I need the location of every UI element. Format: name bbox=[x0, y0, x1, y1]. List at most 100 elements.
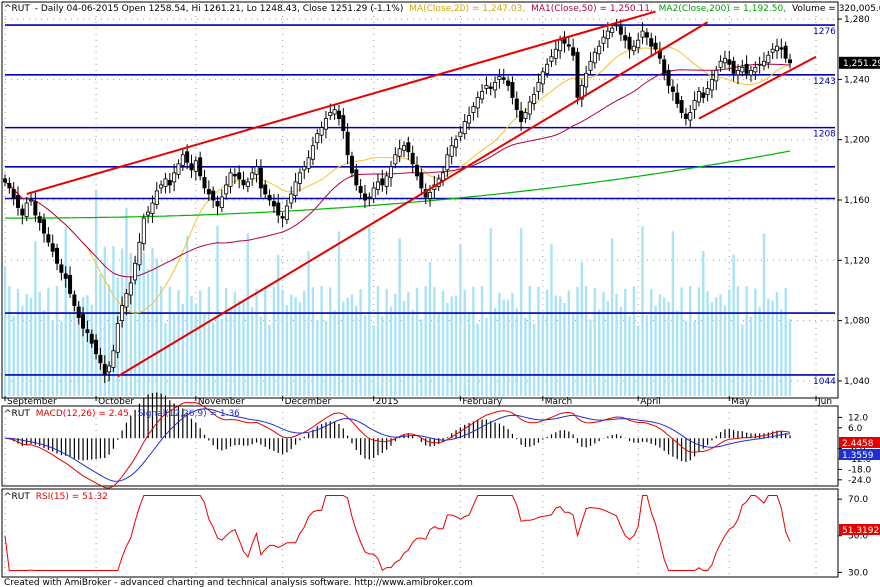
date-axis: September October November December 2015 Febr… bbox=[4, 396, 832, 407]
macd-label: MACD(12,26) = 2.45, bbox=[36, 409, 132, 419]
candle-body bbox=[258, 167, 263, 189]
last-price-text: 1,251.29 bbox=[843, 59, 880, 69]
candle-body bbox=[419, 172, 424, 189]
volume-bar bbox=[68, 311, 72, 396]
volume-bar bbox=[398, 238, 401, 396]
header-ma50: MA1(Close,50) = 1,250.11, bbox=[531, 4, 653, 14]
candle-body bbox=[107, 365, 112, 373]
volume-bar bbox=[597, 309, 601, 396]
candle-body bbox=[94, 339, 99, 355]
volume-bar bbox=[185, 235, 189, 396]
macd-header: ^RUT MACD(12,26) = 2.45, Signal(12,26,9)… bbox=[4, 409, 240, 419]
rsi-line bbox=[4, 495, 791, 572]
candle-body bbox=[549, 56, 554, 62]
volume-bar bbox=[294, 297, 297, 396]
candle-body bbox=[150, 202, 155, 214]
footer-credit: Created with AmiBroker - advanced charti… bbox=[4, 578, 473, 587]
rsi-panel: 70.0 50.0 30.0 bbox=[4, 495, 868, 578]
candle-body bbox=[553, 48, 558, 59]
candle-body bbox=[33, 201, 38, 216]
volume-bar bbox=[8, 286, 11, 396]
candle-body bbox=[696, 91, 701, 103]
candle-body bbox=[566, 44, 571, 47]
volume-bar bbox=[333, 310, 336, 396]
candle-body bbox=[102, 363, 107, 376]
candle-body bbox=[137, 241, 142, 266]
candle-body bbox=[514, 98, 519, 110]
volume-bar bbox=[81, 296, 85, 396]
candle-body bbox=[250, 172, 255, 180]
volume-bar bbox=[355, 305, 358, 396]
header-ma200: MA2(Close,200) = 1,192.50, bbox=[659, 4, 786, 14]
candle-body bbox=[98, 354, 103, 364]
volume-bar bbox=[767, 298, 770, 396]
candle-body bbox=[24, 202, 29, 217]
volume-bar bbox=[741, 324, 744, 396]
date-tick-label: December bbox=[285, 397, 332, 407]
price-tick-label: 1,120 bbox=[844, 256, 870, 266]
candle-body bbox=[714, 69, 719, 82]
volume-bar bbox=[259, 316, 263, 396]
volume-bar bbox=[220, 318, 224, 396]
volume-bar bbox=[385, 288, 388, 396]
volume-bar bbox=[580, 262, 584, 396]
candle-body bbox=[731, 60, 736, 74]
candle-body bbox=[159, 184, 164, 189]
candle-body bbox=[124, 293, 129, 308]
candle-body bbox=[618, 26, 623, 35]
rsi-tick-label: 50.0 bbox=[848, 532, 868, 542]
volume-bar bbox=[90, 304, 93, 396]
candle-body bbox=[289, 193, 294, 204]
candle-body bbox=[362, 193, 367, 201]
candle-body bbox=[688, 112, 693, 121]
volume-bar bbox=[589, 319, 592, 396]
candle-body bbox=[480, 91, 485, 100]
volume-bar bbox=[467, 313, 471, 396]
candle-body bbox=[415, 164, 420, 177]
volume-bar bbox=[324, 320, 328, 396]
volume-bar bbox=[168, 286, 172, 396]
macd-tick-label: -18.0 bbox=[848, 465, 872, 475]
volume-bar bbox=[732, 254, 735, 396]
candle-body bbox=[623, 35, 628, 41]
volume-bar bbox=[207, 286, 211, 396]
volume-bar bbox=[38, 291, 41, 396]
volume-bar bbox=[94, 189, 98, 396]
volume-bar bbox=[463, 289, 466, 396]
volume-bar bbox=[290, 294, 293, 396]
price-tick-label: 1,240 bbox=[844, 75, 870, 85]
volume-bar bbox=[489, 228, 492, 396]
candle-body bbox=[475, 97, 480, 109]
ma200-line bbox=[5, 150, 791, 219]
rsi-value-tag: 51.3192 bbox=[839, 524, 880, 536]
volume-bar bbox=[745, 286, 748, 396]
candle-body bbox=[237, 172, 242, 180]
volume-bar bbox=[320, 286, 323, 396]
macd-panel-frame bbox=[1, 405, 839, 487]
candle-body bbox=[467, 115, 472, 124]
volume-bar bbox=[641, 226, 644, 396]
candle-body bbox=[11, 189, 16, 199]
candle-body bbox=[198, 157, 203, 177]
candle-body bbox=[510, 82, 515, 98]
volume-bar bbox=[780, 309, 783, 396]
candle-body bbox=[280, 216, 285, 219]
candle-body bbox=[254, 166, 259, 175]
candle-body bbox=[519, 110, 524, 122]
candle-body bbox=[744, 63, 749, 74]
candle-body bbox=[336, 110, 341, 119]
candle-body bbox=[788, 59, 793, 64]
candle-body bbox=[770, 48, 775, 53]
volume-bar bbox=[242, 298, 245, 396]
volume-bar bbox=[680, 287, 683, 396]
header-ma20: MA(Close,20) = 1,247.03, bbox=[409, 4, 525, 14]
volume-bar bbox=[172, 313, 176, 396]
candle-body bbox=[89, 333, 94, 344]
volume-bar bbox=[198, 290, 202, 396]
volume-bar bbox=[541, 313, 544, 396]
candle-body bbox=[349, 155, 354, 174]
candle-body bbox=[497, 75, 502, 80]
candle-body bbox=[662, 59, 667, 74]
candle-body bbox=[37, 216, 42, 224]
volume-bar bbox=[511, 292, 514, 396]
